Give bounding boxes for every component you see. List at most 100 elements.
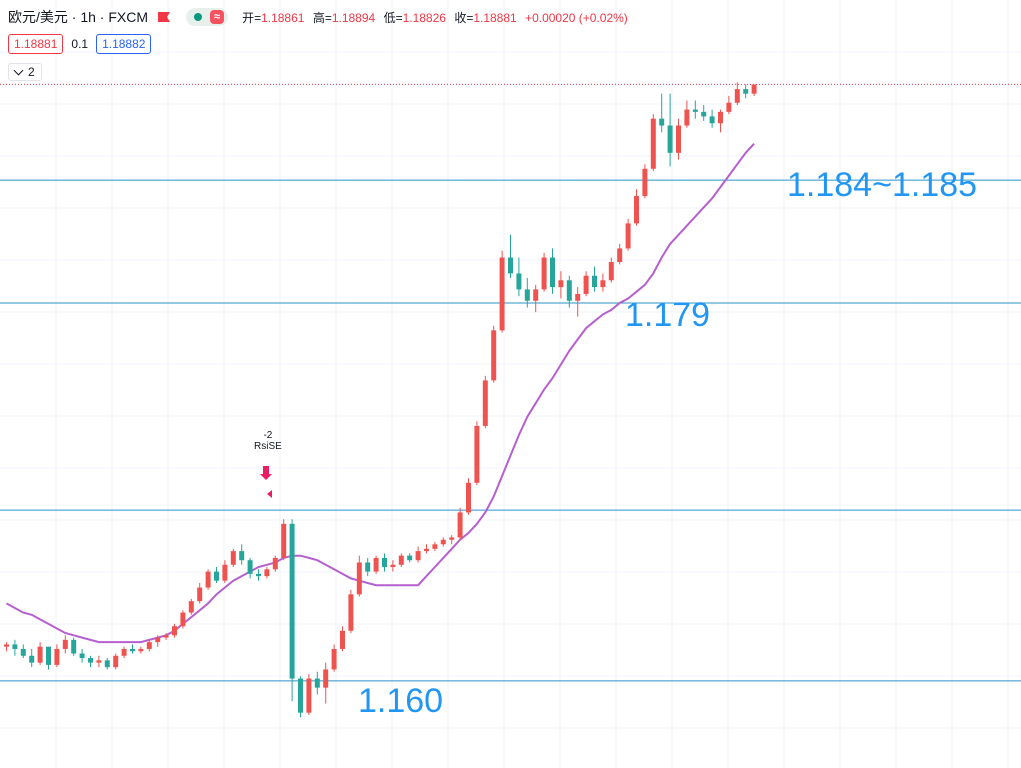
level-label-2: 1.179 bbox=[625, 296, 711, 334]
candle bbox=[558, 271, 564, 299]
candle bbox=[726, 95, 732, 115]
candle bbox=[474, 421, 480, 486]
candle bbox=[718, 109, 723, 133]
candle bbox=[390, 560, 396, 572]
candle bbox=[230, 548, 236, 568]
candle-body bbox=[29, 655, 35, 663]
candle-body bbox=[62, 639, 68, 649]
candle-body bbox=[457, 512, 463, 538]
candle-body bbox=[373, 557, 379, 572]
candle bbox=[222, 560, 228, 583]
candle bbox=[407, 553, 413, 563]
sell-price-button[interactable]: 1.18881 bbox=[8, 34, 64, 54]
candle-body bbox=[222, 564, 228, 581]
candle bbox=[524, 278, 530, 308]
candle bbox=[667, 93, 673, 167]
candle-body bbox=[37, 646, 43, 663]
candle-body bbox=[407, 555, 413, 561]
candle bbox=[617, 243, 623, 265]
candle bbox=[348, 589, 354, 634]
candle bbox=[314, 671, 320, 695]
candle bbox=[113, 653, 119, 670]
candle bbox=[608, 257, 614, 283]
candle-body bbox=[709, 116, 715, 124]
candle bbox=[340, 626, 345, 652]
candle-body bbox=[499, 257, 505, 331]
market-status-pill[interactable]: ≈ bbox=[186, 8, 229, 26]
candle-body bbox=[289, 523, 295, 679]
candle bbox=[424, 544, 429, 554]
signal-left-marker-icon bbox=[267, 490, 272, 498]
candle bbox=[743, 84, 749, 99]
candle-body bbox=[239, 551, 245, 561]
candle bbox=[272, 555, 278, 572]
candle bbox=[499, 250, 505, 333]
candle bbox=[138, 646, 144, 654]
candle-body bbox=[205, 571, 211, 588]
candle-body bbox=[54, 648, 60, 665]
candle bbox=[88, 655, 93, 668]
candle-body bbox=[676, 125, 681, 153]
candle bbox=[20, 644, 26, 659]
moving-average bbox=[6, 143, 755, 644]
signal-count: -2 bbox=[263, 430, 273, 441]
candle bbox=[104, 658, 110, 670]
candle bbox=[457, 507, 463, 540]
candle-body bbox=[188, 601, 194, 613]
candle-body bbox=[155, 637, 161, 643]
candle-body bbox=[533, 289, 539, 301]
candle bbox=[37, 642, 43, 665]
candle-body bbox=[356, 562, 362, 595]
candle-body bbox=[508, 257, 513, 274]
candle-body bbox=[524, 289, 530, 301]
candle-body bbox=[634, 196, 639, 224]
candle bbox=[398, 553, 404, 568]
candle-body bbox=[104, 660, 110, 668]
quote-row: 1.18881 0.1 1.18882 bbox=[8, 34, 152, 54]
candle-body bbox=[306, 678, 312, 713]
buy-price-button[interactable]: 1.18882 bbox=[96, 34, 152, 54]
candle-body bbox=[20, 648, 26, 656]
candle bbox=[482, 375, 488, 429]
candle-body bbox=[146, 642, 152, 649]
candle-body bbox=[365, 562, 371, 572]
candle bbox=[214, 567, 219, 583]
ohlc-close-value: 1.18881 bbox=[473, 10, 517, 25]
ohlc-low-key: 低= bbox=[383, 10, 403, 25]
candle-body bbox=[466, 482, 471, 513]
candle bbox=[205, 569, 211, 590]
candle bbox=[146, 639, 152, 652]
candle bbox=[642, 164, 648, 199]
candle bbox=[449, 535, 455, 545]
candle bbox=[356, 555, 362, 597]
candle bbox=[289, 519, 295, 702]
candle bbox=[541, 252, 547, 292]
candle bbox=[516, 257, 522, 297]
candle-body bbox=[575, 293, 581, 301]
candle bbox=[62, 635, 68, 654]
candle-body bbox=[751, 84, 757, 94]
candle-body bbox=[583, 275, 589, 294]
ma-line bbox=[6, 143, 755, 644]
candle-body bbox=[440, 539, 446, 545]
candle-body bbox=[701, 111, 707, 117]
indicator-toggle-button[interactable]: 2 bbox=[8, 63, 42, 81]
candle bbox=[12, 639, 18, 656]
indicator-count: 2 bbox=[28, 65, 35, 79]
candle bbox=[550, 248, 555, 294]
candle-body bbox=[230, 551, 236, 565]
flag-icon[interactable] bbox=[158, 12, 171, 22]
symbol-title[interactable]: 欧元/美元 · 1h · FXCM bbox=[8, 9, 149, 25]
candle-body bbox=[298, 678, 303, 713]
candle bbox=[281, 519, 287, 561]
candle bbox=[491, 325, 497, 383]
candle bbox=[197, 582, 203, 604]
candle-body bbox=[323, 669, 329, 688]
candle bbox=[79, 648, 85, 663]
candle-body bbox=[398, 555, 404, 565]
candle bbox=[692, 100, 698, 119]
candle bbox=[659, 93, 665, 133]
candle bbox=[684, 100, 690, 128]
candle-body bbox=[12, 644, 18, 649]
